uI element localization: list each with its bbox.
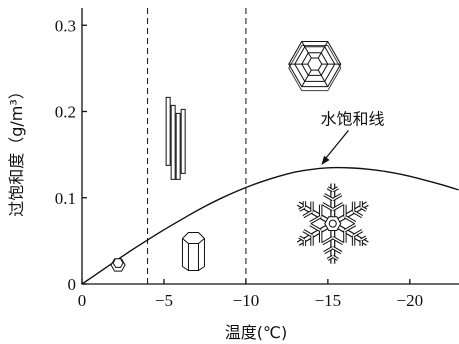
sector-plate-icon: [288, 41, 342, 92]
annotation-arrowhead: [321, 155, 330, 165]
crystal-icons: [110, 41, 369, 272]
x-tick-label: −20: [397, 291, 424, 310]
x-tick-label: −10: [233, 291, 260, 310]
small-hexagonal-plate-icon: [110, 258, 126, 272]
x-axis-label: 温度(℃): [225, 323, 287, 342]
reference-lines: [147, 8, 247, 284]
x-tick-label: 0: [78, 291, 87, 310]
water-saturation-line: [81, 166, 459, 285]
needle-crystals-icon: [165, 96, 186, 180]
y-tick-label: 0.3: [55, 16, 76, 35]
water-saturation-label: 水饱和线: [320, 109, 384, 128]
y-tick-label: 0.2: [55, 103, 76, 122]
x-tick-label: −5: [155, 291, 173, 310]
series-layer: [81, 166, 459, 285]
hexagonal-column-icon: [181, 232, 205, 271]
y-tick-label: 0.1: [55, 189, 76, 208]
x-tick-label: −15: [315, 291, 342, 310]
dendrite-snowflake-icon: [296, 183, 369, 264]
y-tick-label: 0: [68, 275, 77, 294]
y-axis-label: 过饱和度（g/m³）: [7, 83, 26, 217]
axes: [81, 8, 459, 285]
axis-frame: [81, 8, 459, 285]
annotation-arrow: [323, 130, 349, 161]
ticks: 0 −5 −10 −15 −20 0 0.1 0.2 0.3: [55, 16, 423, 310]
